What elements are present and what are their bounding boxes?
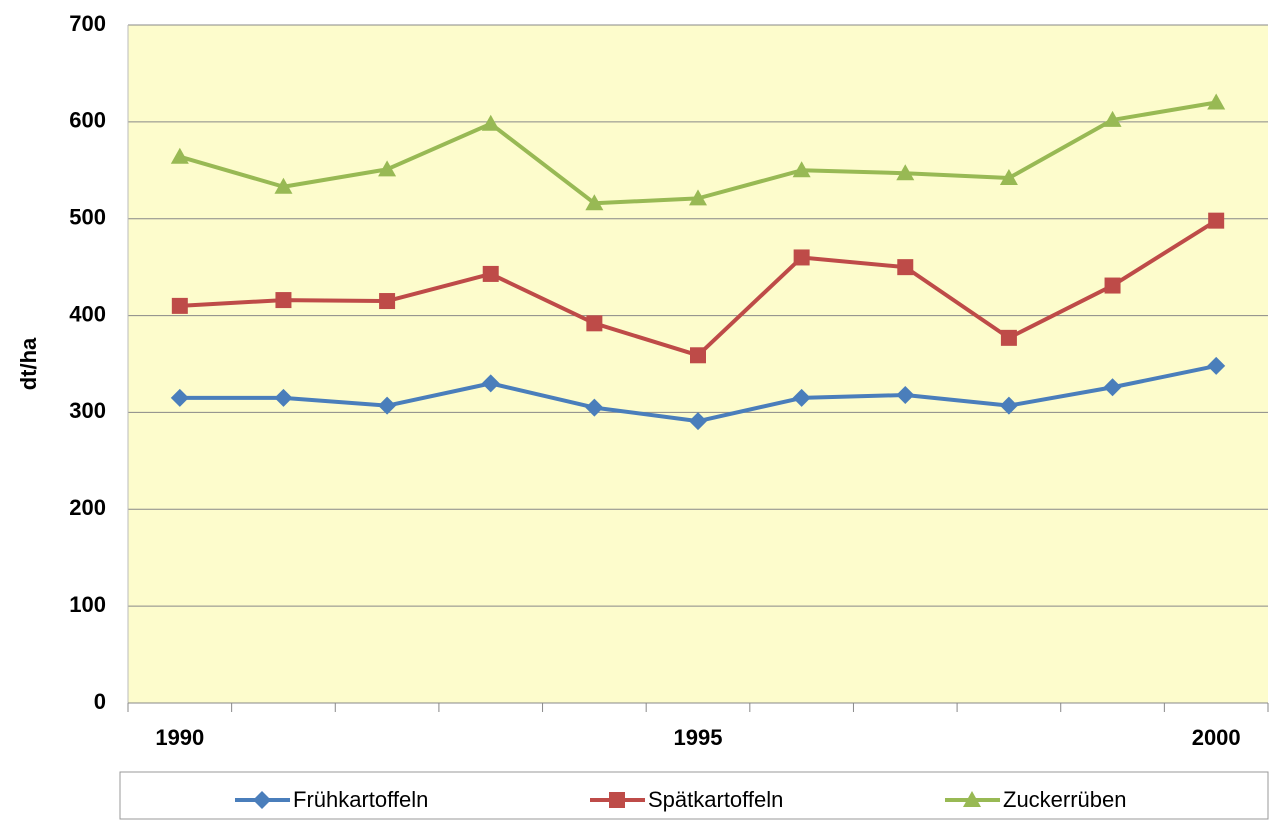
legend-marker <box>963 791 981 807</box>
y-tick-label: 700 <box>69 11 106 36</box>
data-point <box>482 265 499 282</box>
x-tick-label: 1995 <box>674 725 723 750</box>
y-axis-label: dt/ha <box>16 337 41 390</box>
data-point <box>1207 356 1226 375</box>
data-point <box>170 147 189 164</box>
legend-label: Frühkartoffeln <box>293 787 428 812</box>
x-tick-label: 1990 <box>155 725 204 750</box>
data-point <box>481 374 500 393</box>
data-point <box>793 249 810 266</box>
data-point <box>171 297 188 314</box>
data-point <box>689 189 707 206</box>
data-point <box>689 412 707 431</box>
y-tick-label: 100 <box>69 592 106 617</box>
data-point <box>379 293 396 310</box>
data-point <box>170 388 189 407</box>
y-tick-label: 500 <box>69 205 106 230</box>
data-point <box>1104 277 1121 294</box>
data-point <box>792 388 811 407</box>
data-point <box>274 177 293 194</box>
legend-marker <box>253 791 271 809</box>
data-point <box>1103 378 1122 397</box>
data-point <box>586 315 603 332</box>
data-point <box>690 347 706 364</box>
data-point <box>1000 329 1017 346</box>
legend-label: Zuckerrüben <box>1003 787 1127 812</box>
y-tick-label: 600 <box>69 108 106 133</box>
legend-box <box>119 771 1269 820</box>
data-point <box>275 292 292 309</box>
data-point <box>1103 110 1122 127</box>
data-point <box>792 161 811 178</box>
data-point <box>585 194 604 211</box>
data-point <box>1208 212 1225 229</box>
data-point <box>481 114 500 131</box>
data-point <box>274 388 293 407</box>
data-point <box>1207 93 1226 110</box>
data-point <box>999 169 1018 186</box>
data-point <box>378 160 397 177</box>
y-tick-label: 200 <box>69 495 106 520</box>
data-point <box>378 396 397 415</box>
y-tick-label: 400 <box>69 301 106 326</box>
legend: Frühkartoffeln Spätkartoffeln Zuckerrüben <box>235 787 1127 812</box>
legend-label: Spätkartoffeln <box>648 787 783 812</box>
data-point <box>897 259 914 276</box>
data-point <box>896 164 915 181</box>
legend-marker <box>609 792 625 808</box>
x-tick-label: 2000 <box>1192 725 1241 750</box>
data-point <box>999 396 1018 415</box>
y-tick-label: 300 <box>69 398 106 423</box>
data-point <box>896 385 915 404</box>
y-tick-label: 0 <box>94 689 106 714</box>
data-point <box>585 398 604 417</box>
